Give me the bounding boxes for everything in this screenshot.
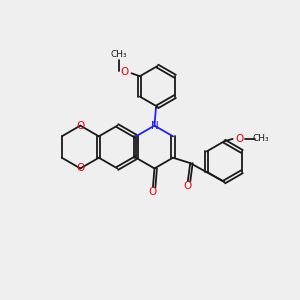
Text: O: O: [76, 121, 85, 130]
Text: O: O: [149, 187, 157, 197]
Text: O: O: [76, 164, 85, 173]
Text: CH₃: CH₃: [253, 134, 269, 143]
Text: N: N: [151, 121, 158, 130]
Text: O: O: [184, 181, 192, 191]
Text: CH₃: CH₃: [110, 50, 127, 59]
Text: O: O: [235, 134, 243, 144]
Text: O: O: [121, 67, 129, 77]
